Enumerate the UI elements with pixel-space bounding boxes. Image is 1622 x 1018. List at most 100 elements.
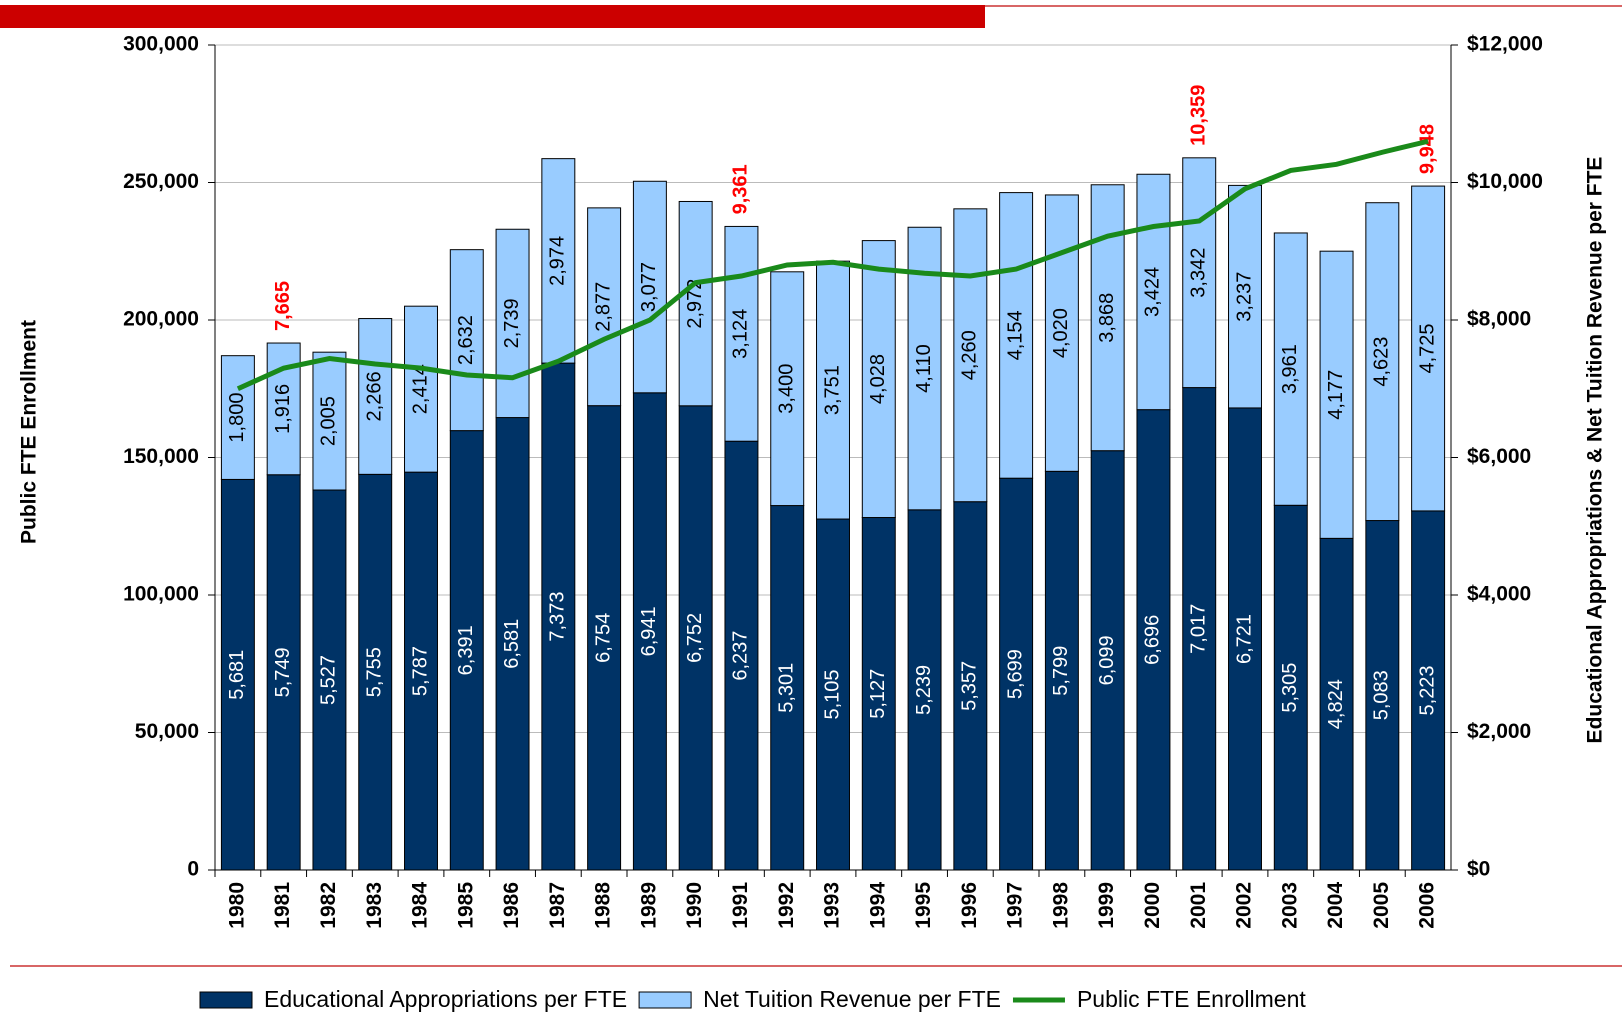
x-tick-label: 1996 [958,882,981,929]
bar [1228,407,1262,871]
value-label: 3,342 [1188,248,1210,298]
bar [632,180,667,394]
value-label: 6,696 [1142,615,1164,665]
y2-tick-label: $10,000 [1467,170,1543,193]
value-label: 4,154 [1004,310,1026,360]
bar [495,228,530,419]
bar [1319,250,1354,539]
bar [587,405,622,871]
header-bar [0,5,985,28]
y2-axis-label: Educational Appropriations & Net Tuition… [1584,157,1607,744]
bar [312,351,347,491]
value-label: 6,099 [1096,635,1118,685]
value-label: 7,017 [1188,604,1210,654]
y-tick-label: 150,000 [123,445,199,468]
bar [1044,194,1079,472]
bar [1228,184,1262,409]
bar [404,471,438,871]
y2-tick-label: $2,000 [1467,720,1531,743]
y-axis-label: Public FTE Enrollment [18,320,41,544]
value-label: 2,739 [501,298,523,348]
value-label: 6,581 [501,619,523,669]
x-tick-label: 2006 [1416,882,1439,929]
x-tick-label: 2001 [1187,882,1210,929]
value-label: 5,799 [1050,646,1072,696]
bar [404,305,438,473]
value-label: 3,868 [1096,293,1118,343]
bar [1365,520,1400,871]
value-label: 4,623 [1371,337,1393,387]
value-label: 3,424 [1142,267,1164,317]
value-label: 4,020 [1050,308,1072,358]
x-tick-label: 1994 [866,882,889,929]
bar [632,392,667,871]
bar [953,208,988,503]
value-label: 6,941 [638,606,660,656]
x-tick-label: 1984 [409,882,432,929]
value-label: 5,127 [867,669,889,719]
bar [587,207,622,407]
legend-swatch [638,991,692,1009]
value-label: 6,754 [592,613,614,663]
x-tick-label: 1990 [683,882,706,929]
bar [1273,232,1308,506]
y2-tick-label: $6,000 [1467,445,1531,468]
bar [1365,202,1400,522]
value-label: 5,083 [1371,670,1393,720]
bar [312,489,347,871]
x-tick-label: 1995 [912,882,935,929]
bar [1182,157,1217,389]
legend-label: Public FTE Enrollment [1077,986,1306,1012]
value-label: 5,239 [913,665,935,715]
y-tick-label: 50,000 [135,720,199,743]
y-tick-label: 300,000 [123,33,199,56]
bar [816,518,850,871]
total-label: 10,359 [1188,85,1210,146]
bar [953,501,988,871]
line [236,138,1429,392]
x-tick-label: 2002 [1233,882,1256,929]
value-label: 4,110 [913,344,935,393]
x-tick-label: 1992 [775,882,798,929]
value-label: 2,632 [455,315,477,365]
bar [1090,450,1125,871]
value-label: 5,105 [821,669,843,719]
bar [907,509,942,871]
bar [724,225,759,442]
x-tick-label: 1989 [637,882,660,929]
bar [1411,185,1446,512]
x-tick-label: 1988 [592,882,615,929]
bar [678,405,713,871]
bar [358,318,393,475]
value-label: 5,223 [1416,665,1438,715]
value-label: 5,749 [272,647,294,697]
value-label: 5,755 [364,647,386,697]
bar [220,355,255,480]
y2-tick-label: $12,000 [1467,33,1543,56]
x-tick-label: 2000 [1141,882,1164,929]
x-tick-label: 1981 [271,882,294,929]
bar [770,271,805,507]
value-label: 5,681 [226,650,248,700]
y-tick-label: 200,000 [123,308,199,331]
bar [449,249,484,432]
bar [861,517,896,871]
value-label: 2,005 [318,396,340,446]
value-label: 2,414 [409,364,431,414]
y-tick-label: 250,000 [123,170,199,193]
total-label: 7,665 [272,281,294,331]
bar [678,200,713,407]
x-tick-label: 1985 [454,882,477,929]
value-label: 4,260 [959,330,981,380]
x-tick-label: 1983 [363,882,386,929]
x-tick-label: 1986 [500,882,523,929]
value-label: 5,787 [409,646,431,696]
legend-swatch [199,991,253,1009]
value-label: 2,972 [684,279,706,329]
value-label: 2,974 [547,236,569,286]
value-label: 6,237 [730,631,752,681]
bar [495,417,530,871]
value-label: 1,916 [272,384,294,434]
value-label: 6,391 [455,625,477,675]
